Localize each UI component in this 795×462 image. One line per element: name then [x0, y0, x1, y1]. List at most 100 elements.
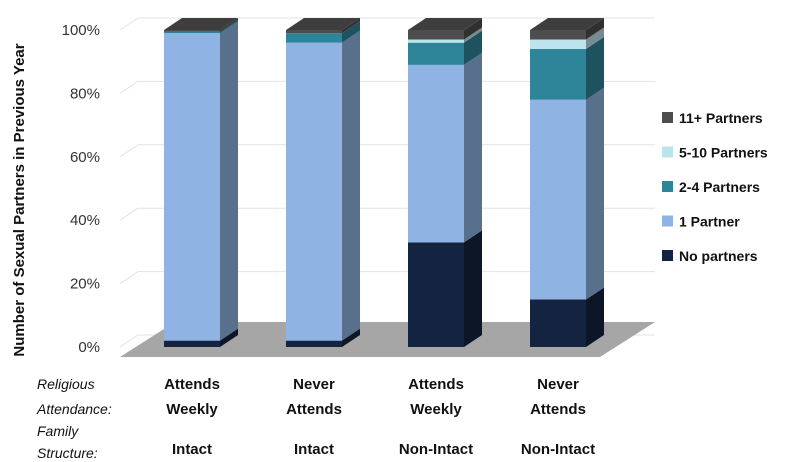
bar-segment	[408, 27, 482, 43]
row-labels: Religious Attendance: Family Structure:	[36, 376, 112, 461]
y-tick-label: 0%	[78, 339, 100, 356]
bar-side	[342, 328, 360, 347]
y-tick-label: 80%	[70, 85, 100, 102]
category-family-label: Intact	[294, 441, 334, 458]
bar-segment	[408, 52, 482, 243]
row-label-attendance: Attendance:	[36, 401, 112, 417]
bar-segment	[286, 30, 360, 341]
y-tick-label: 40%	[70, 212, 100, 229]
bar-front	[164, 33, 220, 341]
bar-segment	[530, 287, 604, 347]
gridline-diagonal	[119, 144, 139, 158]
bar-side	[220, 21, 238, 341]
bar-front	[530, 49, 586, 100]
bar-side	[586, 27, 604, 50]
category-attendance-label: Weekly	[410, 401, 462, 418]
bar-side	[220, 19, 238, 34]
bar-front	[286, 33, 342, 43]
bar-top	[408, 18, 482, 30]
bar-top	[286, 18, 360, 30]
y-axis-label: Number of Sexual Partners in Previous Ye…	[11, 43, 28, 356]
legend-swatch	[662, 250, 673, 261]
category-attendance-label: Never	[537, 376, 579, 393]
category-family-label: Intact	[172, 441, 212, 458]
bar-segment	[408, 30, 482, 65]
category-attendance-label: Attends	[164, 376, 220, 393]
floor-plane	[120, 322, 655, 357]
bar-side	[464, 52, 482, 243]
legend-item: 1 Partner	[662, 214, 740, 230]
legend-label: No partners	[679, 248, 758, 264]
bar-front	[164, 340, 220, 347]
y-tick-label: 60%	[70, 149, 100, 166]
row-label-attendance: Religious	[37, 376, 95, 392]
bar-front	[530, 39, 586, 50]
y-axis-ticks: 0% 20% 40% 60% 80% 100%	[62, 22, 100, 356]
bar-front	[286, 42, 342, 341]
legend-swatch	[662, 146, 673, 158]
legend-label: 1 Partner	[679, 214, 740, 230]
bar-segment	[530, 87, 604, 300]
chart-floor	[120, 322, 655, 357]
legend-swatch	[662, 215, 673, 227]
legend-label: 11+ Partners	[679, 110, 763, 126]
bar-front	[408, 42, 464, 65]
legend-label: 2-4 Partners	[679, 179, 760, 195]
bar-front	[408, 30, 464, 40]
bar-side	[586, 18, 604, 40]
bar-side	[586, 37, 604, 100]
legend: 11+ Partners 5-10 Partners 2-4 Partners 1 P…	[662, 110, 768, 264]
category-attendance-label: Weekly	[166, 401, 218, 418]
bar-segment	[164, 21, 238, 341]
bar-side	[464, 30, 482, 65]
bar-segment	[164, 19, 238, 34]
bar-segment	[164, 328, 238, 347]
bar-front	[286, 30, 342, 34]
gridline-diagonal	[119, 207, 139, 221]
bar-segment	[408, 230, 482, 347]
bar-side	[586, 287, 604, 347]
bar-top	[530, 18, 604, 30]
gridline-diagonal	[119, 334, 139, 348]
bar-front	[164, 31, 220, 34]
y-tick-label: 20%	[70, 276, 100, 293]
bar-side	[220, 18, 238, 32]
bar-side	[220, 328, 238, 347]
bar-segment	[530, 18, 604, 40]
bar-front	[530, 30, 586, 40]
bar-side	[586, 87, 604, 300]
gridline-diagonal	[119, 17, 139, 31]
legend-item: 11+ Partners	[662, 110, 763, 126]
bar-front	[164, 30, 220, 32]
bar-side	[464, 27, 482, 43]
row-label-family: Structure:	[37, 445, 98, 461]
category-attendance-label: Never	[293, 376, 335, 393]
category-attendance-label: Attends	[286, 401, 342, 418]
category-labels: Attends Weekly Intact Never Attends Intact Att…	[164, 376, 595, 458]
category-family-label: Non-Intact	[399, 441, 473, 458]
bar-top	[164, 18, 238, 30]
gridline-diagonal	[119, 271, 139, 285]
bar-segment	[286, 18, 360, 34]
category-attendance-label: Attends	[408, 376, 464, 393]
bar-side	[464, 18, 482, 40]
bars	[164, 18, 604, 347]
legend-swatch	[662, 112, 673, 123]
category-attendance-label: Attends	[530, 401, 586, 418]
bar-segment	[530, 37, 604, 100]
legend-item: 2-4 Partners	[662, 179, 760, 195]
bar-front	[530, 299, 586, 347]
bar-front	[408, 64, 464, 243]
bar-front	[530, 99, 586, 300]
bar-side	[342, 21, 360, 43]
bar-segment	[530, 27, 604, 50]
category-family-label: Non-Intact	[521, 441, 595, 458]
bar-side	[342, 18, 360, 34]
bar-segment	[408, 18, 482, 40]
bar-segment	[286, 21, 360, 43]
bar-side	[342, 30, 360, 341]
legend-item: No partners	[662, 248, 758, 264]
legend-item: 5-10 Partners	[662, 145, 768, 161]
legend-swatch	[662, 181, 673, 192]
